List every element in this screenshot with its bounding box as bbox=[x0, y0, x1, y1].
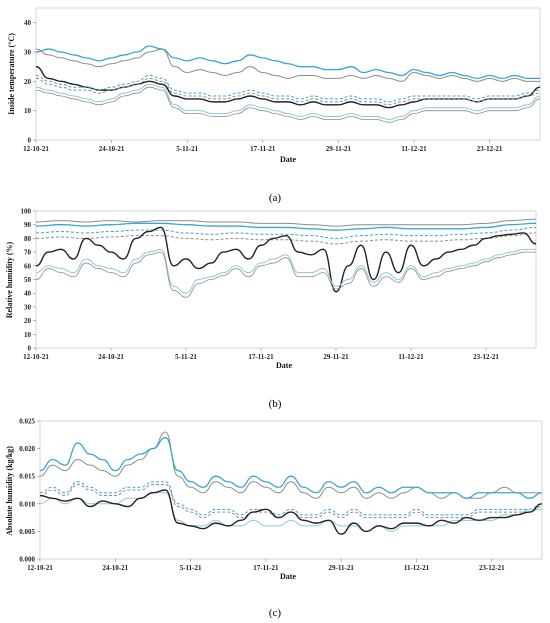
chart-inside-temperature: 0 10 20 30 40 12-10-21 24-10-21 5-11-21 17-11-2… bbox=[7, 7, 541, 204]
series-group bbox=[35, 218, 537, 298]
plot-frame bbox=[35, 7, 541, 141]
x-tick-label: 5-11-21 bbox=[175, 353, 197, 361]
y-tick-label: 70 bbox=[24, 249, 32, 257]
series-line-1 bbox=[35, 45, 540, 80]
x-ticks: 12-10-21 24-10-21 5-11-21 17-11-21 29-11-21 1… bbox=[23, 348, 499, 361]
series-line-1 bbox=[39, 431, 542, 499]
x-tick-label: 12-10-21 bbox=[23, 145, 49, 153]
chart-absolute-humidity: 0.000 0.005 0.010 0.015 0.020 0.025 12-10-21 2… bbox=[5, 418, 543, 619]
y-tick-label: 0.005 bbox=[19, 528, 35, 536]
y-tick-label: 0.000 bbox=[19, 556, 35, 564]
x-tick-label: 23-12-21 bbox=[477, 145, 503, 153]
x-axis-label: Date bbox=[280, 155, 296, 164]
y-tick-label: 0.020 bbox=[19, 445, 35, 453]
x-tick-label: 11-12-21 bbox=[401, 145, 427, 153]
x-tick-label: 24-10-21 bbox=[102, 564, 128, 572]
series-line-2 bbox=[39, 436, 543, 499]
x-ticks: 12-10-21 24-10-21 5-11-21 17-11-21 29-11-21 1… bbox=[27, 559, 505, 572]
series-group bbox=[39, 431, 543, 535]
x-tick-label: 17-11-21 bbox=[248, 353, 274, 361]
y-axis-label: Relative humidity (%) bbox=[5, 241, 14, 318]
y-tick-label: 100 bbox=[21, 208, 32, 216]
series-line-4 bbox=[39, 483, 543, 519]
series-line-7 bbox=[35, 86, 541, 123]
x-tick-label: 17-11-21 bbox=[250, 145, 276, 153]
series-line-1 bbox=[35, 218, 537, 227]
y-tick-label: 60 bbox=[24, 262, 32, 270]
x-tick-label: 11-12-21 bbox=[404, 564, 430, 572]
series-group bbox=[35, 45, 541, 123]
x-tick-label: 24-10-21 bbox=[99, 145, 125, 153]
y-axis-label: Inside temperature (°C) bbox=[7, 33, 16, 115]
x-tick-label: 12-10-21 bbox=[23, 353, 49, 361]
y-tick-label: 0 bbox=[28, 137, 32, 145]
series-line-3 bbox=[35, 226, 537, 239]
y-ticks: 0.000 0.005 0.010 0.015 0.020 0.025 bbox=[19, 418, 40, 564]
y-tick-label: 50 bbox=[24, 276, 32, 284]
y-tick-label: 0.015 bbox=[19, 473, 35, 481]
y-tick-label: 10 bbox=[24, 331, 32, 339]
y-tick-label: 0.025 bbox=[19, 418, 35, 426]
y-tick-label: 20 bbox=[24, 78, 32, 86]
series-line-5 bbox=[39, 492, 542, 532]
x-axis-label: Date bbox=[276, 361, 292, 370]
y-tick-label: 40 bbox=[24, 19, 32, 27]
series-line-6 bbox=[35, 83, 541, 120]
x-tick-label: 29-11-21 bbox=[323, 353, 349, 361]
x-axis-label: Date bbox=[280, 572, 296, 581]
series-line-4 bbox=[35, 232, 537, 245]
y-tick-label: 40 bbox=[24, 290, 32, 298]
x-tick-label: 29-11-21 bbox=[329, 564, 355, 572]
x-tick-label: 23-12-21 bbox=[473, 353, 499, 361]
series-line-5 bbox=[35, 226, 537, 293]
x-tick-label: 29-11-21 bbox=[326, 145, 352, 153]
y-tick-label: 0 bbox=[28, 345, 32, 353]
panel-label-b: (b) bbox=[269, 398, 282, 410]
y-tick-label: 30 bbox=[24, 49, 32, 57]
chart-relative-humidity: 0 10 20 30 40 50 60 70 80 90 100 12-10-21 24-10-21 5… bbox=[5, 208, 537, 410]
y-ticks: 0 10 20 30 40 50 60 70 80 90 100 bbox=[21, 208, 36, 353]
x-tick-label: 24-10-21 bbox=[98, 353, 124, 361]
series-line-2 bbox=[35, 48, 540, 82]
series-line-2 bbox=[35, 222, 537, 231]
x-tick-label: 5-11-21 bbox=[180, 564, 202, 572]
panel-label-a: (a) bbox=[269, 192, 282, 204]
series-line-6 bbox=[39, 489, 543, 535]
plot-frame bbox=[39, 420, 543, 560]
x-ticks: 12-10-21 24-10-21 5-11-21 17-11-21 29-11-21 1… bbox=[23, 140, 503, 153]
series-line-5 bbox=[35, 77, 541, 106]
series-line-4 bbox=[35, 74, 541, 103]
x-tick-label: 12-10-21 bbox=[27, 564, 53, 572]
series-line-7 bbox=[35, 251, 536, 298]
x-tick-label: 11-12-21 bbox=[398, 353, 424, 361]
y-tick-label: 80 bbox=[24, 235, 32, 243]
y-tick-label: 30 bbox=[24, 303, 32, 311]
panel-label-c: (c) bbox=[269, 607, 282, 619]
y-ticks: 0 10 20 30 40 bbox=[24, 19, 36, 145]
x-tick-label: 5-11-21 bbox=[176, 145, 198, 153]
y-tick-label: 20 bbox=[24, 317, 32, 325]
series-line-6 bbox=[35, 248, 536, 294]
y-tick-label: 90 bbox=[24, 221, 32, 229]
x-tick-label: 23-12-21 bbox=[479, 564, 505, 572]
y-tick-label: 10 bbox=[24, 107, 32, 115]
y-tick-label: 0.010 bbox=[19, 500, 35, 508]
series-line-3 bbox=[39, 481, 543, 516]
y-axis-label: Absolute humidity (kg/kg) bbox=[5, 446, 14, 536]
x-tick-label: 17-11-21 bbox=[253, 564, 279, 572]
